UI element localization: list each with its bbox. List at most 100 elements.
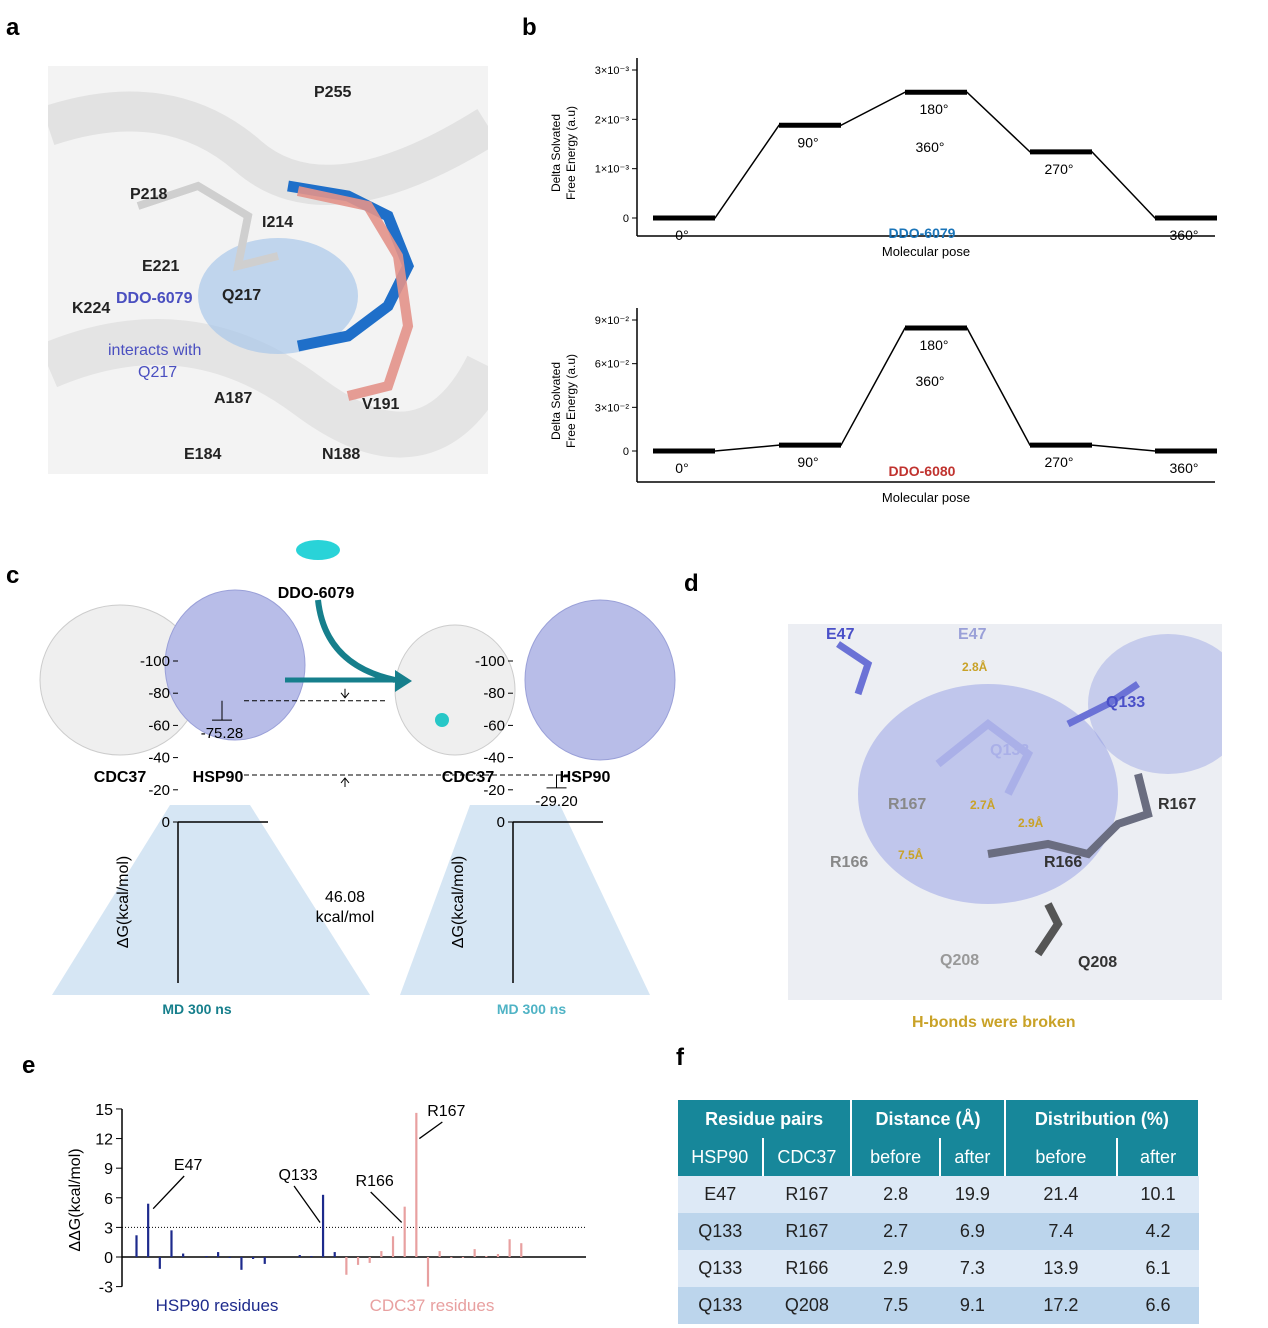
y-tick-label: 0	[162, 814, 170, 831]
y-tick-label: -100	[475, 653, 505, 670]
y-tick-label: 2×10⁻³	[595, 114, 630, 126]
annotation-arrow	[293, 1185, 321, 1223]
y-axis-label: ΔG(kcal/mol)	[115, 856, 132, 948]
y-tick-label: -3	[99, 1280, 113, 1297]
y-tick-label: 12	[95, 1132, 113, 1149]
panel-label-d: d	[684, 570, 699, 597]
structure-label: E47	[958, 626, 987, 643]
x-axis-label: Molecular pose	[882, 244, 970, 259]
protein-label: CDC37	[442, 769, 495, 786]
header-residue-pairs: Residue pairs	[678, 1100, 853, 1138]
pose-label: 90°	[797, 134, 818, 150]
table-cell: 2.8	[851, 1176, 941, 1213]
pose-label: 0°	[675, 227, 688, 243]
table-cell: Q133	[678, 1250, 763, 1287]
table-cell: R166	[762, 1250, 852, 1287]
table-cell: 13.9	[1004, 1250, 1118, 1287]
table-cell: R167	[762, 1213, 852, 1250]
y-tick-label: 0	[623, 213, 629, 225]
y-tick-label: -80	[483, 685, 505, 702]
annotation-label: E47	[174, 1157, 203, 1174]
structure-label: 2.8Å	[962, 660, 988, 674]
y-tick-label: 3×10⁻²	[595, 402, 630, 414]
table-cell: 19.9	[940, 1176, 1005, 1213]
difference-value: 46.08	[325, 889, 365, 906]
arrow-up	[340, 777, 350, 787]
structure-label: R166	[1044, 854, 1083, 871]
compound-label: DDO-6079	[889, 225, 956, 241]
protein-label: HSP90	[560, 769, 611, 786]
residue-table: Residue pairs Distance (Å) Distribution (%…	[678, 1100, 1201, 1324]
protein-label: CDC37	[94, 769, 147, 786]
pose-label: 0°	[675, 460, 688, 476]
projection-left	[52, 805, 370, 995]
y-tick-label: 3	[104, 1220, 113, 1237]
compound-label: DDO-6080	[889, 463, 956, 479]
series-label: CDC37 residues	[370, 1296, 495, 1315]
residue-label: Q217	[222, 287, 262, 304]
table-cell: 6.9	[940, 1213, 1005, 1250]
ligand-bound	[435, 713, 449, 727]
structure-label: R166	[830, 854, 869, 871]
structure-label: 2.9Å	[1018, 816, 1044, 830]
pose-label: 270°	[1045, 161, 1074, 177]
table-cell: E47	[678, 1176, 763, 1213]
y-tick-label: 0	[623, 446, 629, 458]
pose-label: 360°	[1170, 460, 1199, 476]
pose-label: 270°	[1045, 454, 1074, 470]
y-tick-label: -40	[483, 750, 505, 767]
annotation-label: R166	[356, 1173, 394, 1190]
arrow-down	[340, 688, 350, 699]
y-tick-label: 15	[95, 1102, 113, 1119]
annotation-label: R167	[427, 1103, 465, 1120]
table-cell: 21.4	[1004, 1176, 1118, 1213]
panel-label-f: f	[676, 1044, 684, 1071]
table-cell: Q133	[678, 1213, 763, 1250]
table-cell: 6.1	[1117, 1250, 1199, 1287]
table-cell: R167	[762, 1176, 852, 1213]
y-tick-label: -60	[148, 717, 170, 734]
table-cell: 6.6	[1117, 1287, 1199, 1324]
arrow-curve	[315, 599, 396, 683]
table-cell: Q208	[762, 1287, 852, 1324]
table-cell: 2.7	[851, 1213, 941, 1250]
y-tick-label: 9×10⁻²	[595, 315, 630, 327]
y-tick-label: 6×10⁻²	[595, 359, 630, 371]
residue-label: A187	[214, 390, 253, 407]
table-cell: 4.2	[1117, 1213, 1199, 1250]
structure-label: 7.5Å	[898, 848, 924, 862]
annotation-label: Q133	[278, 1167, 317, 1184]
panel-a-structure-image	[48, 66, 488, 474]
structure-label: R167	[1158, 796, 1197, 813]
rotation-annotation: 360°	[916, 373, 945, 389]
residue-label: E221	[142, 258, 180, 275]
protein-label: HSP90	[193, 769, 244, 786]
rotation-annotation: 360°	[916, 139, 945, 155]
y-tick-label: 3×10⁻³	[595, 65, 630, 77]
table-cell: 7.3	[940, 1250, 1005, 1287]
residue-label: K224	[72, 300, 111, 317]
residue-label: N188	[322, 446, 361, 463]
residue-label: P255	[314, 84, 352, 101]
table-row: Q133 Q208 7.5 9.1 17.2 6.6	[678, 1287, 1199, 1324]
panel-label-e: e	[22, 1052, 36, 1079]
y-tick-label: 0	[497, 814, 505, 831]
ligand-icon	[296, 540, 340, 560]
y-tick-label: -20	[483, 782, 505, 799]
energy-path	[653, 91, 1217, 219]
y-tick-label: -20	[148, 782, 170, 799]
annotation-arrow	[152, 1175, 185, 1210]
md-label: MD 300 ns	[497, 1001, 566, 1017]
table-cell: 7.4	[1004, 1213, 1118, 1250]
ligand-label: DDO-6079	[278, 585, 355, 602]
note-line: DDO-6079	[116, 290, 193, 307]
panel-d-structure-image	[788, 624, 1222, 1000]
residue-label: E184	[184, 446, 222, 463]
structure-label: R167	[888, 796, 927, 813]
y-label-line1: Delta Solvated	[549, 114, 563, 192]
bar-value-label: -29.20	[535, 793, 578, 810]
subheader: before	[851, 1138, 942, 1176]
y-tick-label: 6	[104, 1191, 113, 1208]
